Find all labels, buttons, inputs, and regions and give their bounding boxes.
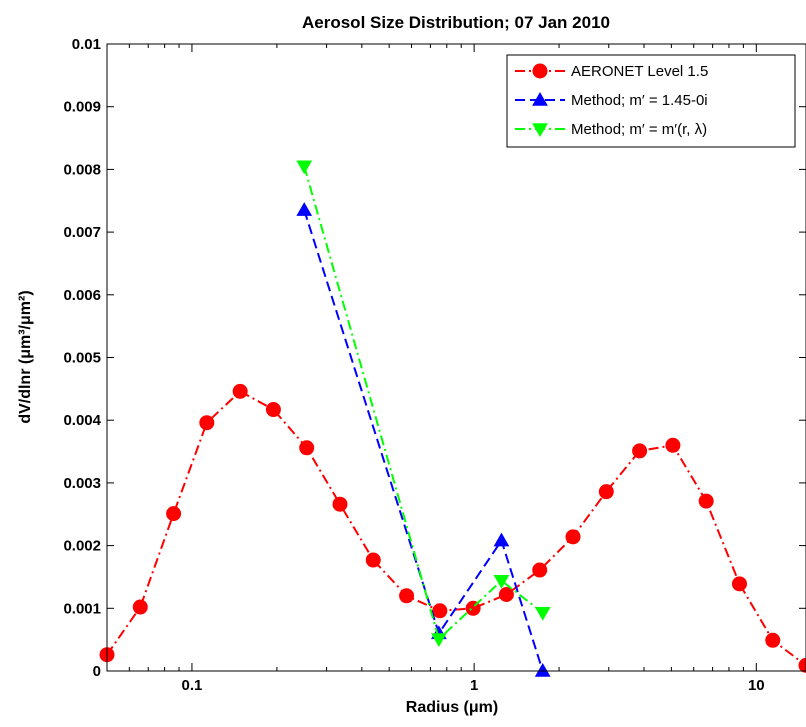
data-point: [798, 657, 806, 673]
data-point: [232, 383, 248, 399]
y-tick-label: 0.001: [63, 600, 101, 617]
data-point: [299, 440, 315, 456]
y-tick-label: 0.002: [63, 538, 101, 555]
data-point: [432, 603, 448, 619]
plot-area: [107, 44, 806, 671]
data-point: [534, 662, 551, 677]
y-tick-label: 0.008: [63, 161, 101, 178]
x-tick-label: 1: [470, 677, 478, 694]
legend-label-1: AERONET Level 1.5: [571, 63, 708, 80]
y-tick-label: 0.007: [63, 224, 101, 241]
x-tick-label: 0.1: [182, 677, 203, 694]
y-tick-label: 0.009: [63, 99, 101, 116]
data-point: [731, 576, 747, 592]
legend: AERONET Level 1.5 Method; m′ = 1.45-0i Met…: [506, 54, 796, 148]
data-point: [665, 437, 681, 453]
data-point: [399, 588, 415, 604]
series-3: [296, 160, 551, 648]
data-point: [265, 402, 281, 418]
series-1: [99, 383, 806, 673]
y-tick-label: 0.006: [63, 287, 101, 304]
data-point: [565, 529, 581, 545]
y-tick-label: 0: [93, 663, 101, 680]
legend-marker-3: [532, 123, 548, 138]
y-tick-label: 0.01: [72, 36, 101, 53]
x-axis-label: Radius (μm): [406, 699, 498, 716]
data-point: [199, 415, 215, 431]
data-point: [598, 484, 614, 500]
y-axis-label: dV/dlnr (μm³/μm²): [17, 290, 34, 423]
data-point: [296, 202, 313, 216]
data-point: [296, 160, 313, 175]
data-point: [431, 633, 447, 648]
legend-marker-1: [532, 63, 548, 79]
legend-label-3: Method; m′ = m′(r, λ): [571, 121, 707, 138]
y-tick-label: 0.005: [63, 350, 101, 367]
series-2-line: [303, 209, 544, 672]
data-point: [493, 574, 510, 589]
data-point: [365, 552, 381, 568]
data-point: [132, 599, 148, 615]
data-point: [534, 606, 551, 621]
chart-title: Aerosol Size Distribution; 07 Jan 2010: [302, 13, 610, 32]
y-tick-label: 0.004: [63, 412, 101, 429]
axes-layer: 0 0.001 0.002 0.003 0.004 0.005 0.006 0.007 0.00…: [63, 36, 806, 694]
x-tick-label: 10: [748, 677, 765, 694]
y-tick-label: 0.003: [63, 475, 101, 492]
legend-label-2: Method; m′ = 1.45-0i: [571, 92, 708, 109]
data-point: [532, 562, 548, 578]
data-point: [698, 493, 714, 509]
data-point: [632, 443, 648, 459]
series-1-line: [106, 390, 806, 667]
data-point: [332, 496, 348, 512]
legend-marker-2: [532, 91, 548, 106]
data-point: [498, 587, 514, 603]
series-3-line: [303, 165, 544, 641]
data-point: [166, 506, 182, 522]
data-point: [493, 532, 510, 547]
series-layer: [99, 160, 806, 677]
data-point: [765, 632, 781, 648]
